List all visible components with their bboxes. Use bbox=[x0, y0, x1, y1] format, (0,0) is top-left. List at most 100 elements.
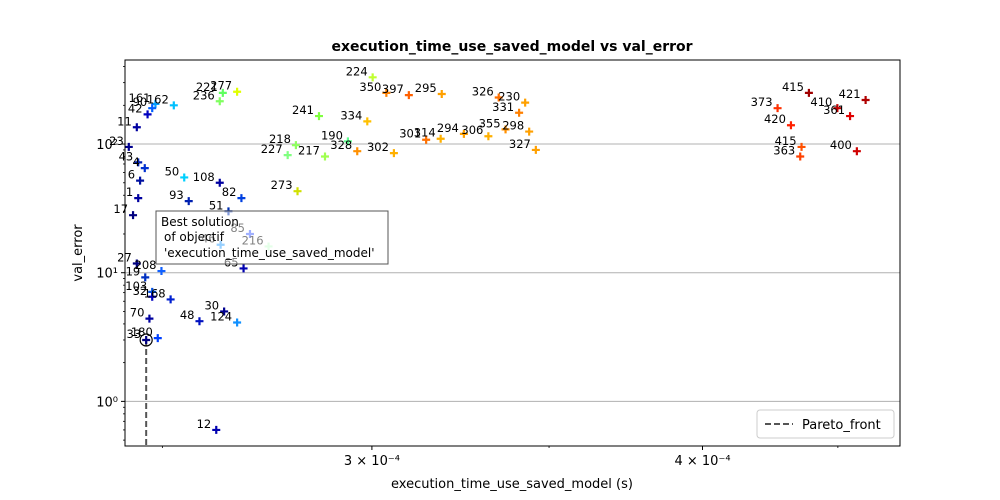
point-label: 50 bbox=[165, 164, 180, 178]
point-marker bbox=[773, 104, 782, 113]
point-marker bbox=[521, 98, 530, 107]
point-label: 108 bbox=[193, 170, 215, 184]
point-marker bbox=[148, 292, 157, 301]
point-marker bbox=[148, 104, 157, 113]
data-point bbox=[797, 142, 806, 151]
data-point bbox=[132, 259, 141, 268]
point-marker bbox=[436, 134, 445, 143]
data-point bbox=[239, 264, 248, 273]
data-point bbox=[436, 134, 445, 143]
data-point bbox=[404, 91, 413, 100]
point-label: 4 bbox=[132, 155, 139, 169]
point-label: 277 bbox=[210, 79, 232, 93]
point-label: 70 bbox=[130, 306, 145, 320]
point-label: 355 bbox=[479, 116, 501, 130]
grid-layer bbox=[125, 143, 900, 402]
point-marker bbox=[786, 121, 795, 130]
point-label: 334 bbox=[340, 108, 362, 122]
point-marker bbox=[320, 152, 329, 161]
data-point bbox=[320, 152, 329, 161]
point-marker bbox=[314, 112, 323, 121]
annotation-line-2: of objectif bbox=[164, 230, 225, 244]
point-marker bbox=[239, 264, 248, 273]
point-label: 103 bbox=[125, 279, 147, 293]
point-marker bbox=[797, 142, 806, 151]
point-marker bbox=[218, 88, 227, 97]
data-point bbox=[293, 187, 302, 196]
data-point bbox=[143, 110, 152, 119]
data-point bbox=[531, 145, 540, 154]
point-label: 397 bbox=[382, 82, 404, 96]
data-point bbox=[363, 117, 372, 126]
point-label: 295 bbox=[415, 81, 437, 95]
pareto-layer bbox=[139, 333, 153, 446]
legend: Pareto_front bbox=[756, 409, 895, 439]
point-marker bbox=[134, 194, 143, 203]
point-label: 217 bbox=[298, 144, 320, 158]
point-marker bbox=[525, 127, 534, 136]
data-point bbox=[459, 129, 468, 138]
data-point bbox=[136, 176, 145, 185]
point-label: 331 bbox=[492, 100, 514, 114]
plot-frame bbox=[124, 59, 901, 447]
point-marker bbox=[501, 125, 510, 134]
x-tick-label: 3 × 10⁻⁴ bbox=[344, 454, 400, 469]
point-marker bbox=[804, 88, 813, 97]
x-axis-label: execution_time_use_saved_model (s) bbox=[391, 477, 633, 492]
point-label: 236 bbox=[193, 88, 215, 102]
data-point bbox=[525, 127, 534, 136]
data-point bbox=[437, 89, 446, 98]
point-label: 227 bbox=[261, 142, 283, 156]
data-point bbox=[368, 73, 377, 82]
data-point bbox=[515, 108, 524, 117]
point-marker bbox=[833, 104, 842, 113]
point-label: 93 bbox=[169, 188, 184, 202]
point-label: 224 bbox=[346, 64, 368, 78]
point-label: 415 bbox=[775, 134, 797, 148]
point-label: 168 bbox=[144, 286, 166, 300]
point-marker bbox=[124, 142, 133, 151]
data-point bbox=[169, 101, 178, 110]
point-marker bbox=[437, 89, 446, 98]
data-point bbox=[157, 267, 166, 276]
point-label: 27 bbox=[117, 250, 132, 264]
point-marker bbox=[796, 152, 805, 161]
data-point bbox=[233, 87, 242, 96]
data-point bbox=[353, 147, 362, 156]
data-point bbox=[237, 194, 246, 203]
data-point bbox=[501, 125, 510, 134]
point-label: 363 bbox=[773, 144, 795, 158]
point-label: 12 bbox=[197, 417, 212, 431]
data-point bbox=[142, 335, 151, 344]
data-point bbox=[195, 317, 204, 326]
best-solution-annotation: Best solution of objectif 'execution_tim… bbox=[155, 210, 389, 265]
data-point bbox=[846, 112, 855, 121]
point-label: 30 bbox=[204, 298, 219, 312]
data-point bbox=[124, 142, 133, 151]
best-solution-marker bbox=[139, 333, 153, 347]
data-point bbox=[389, 149, 398, 158]
data-point bbox=[134, 194, 143, 203]
data-point bbox=[521, 98, 530, 107]
point-label: 373 bbox=[751, 95, 773, 109]
data-point bbox=[422, 135, 431, 144]
point-label: 82 bbox=[222, 185, 237, 199]
point-label: 241 bbox=[292, 103, 314, 117]
point-label: 32 bbox=[133, 284, 148, 298]
point-marker bbox=[140, 164, 149, 173]
chart-title: execution_time_use_saved_model vs val_er… bbox=[331, 39, 692, 55]
point-labels-layer: 1233180704830124103321682719208652164685… bbox=[109, 64, 860, 431]
point-marker bbox=[515, 108, 524, 117]
point-label: 51 bbox=[209, 198, 224, 212]
data-point bbox=[129, 211, 138, 220]
data-point bbox=[166, 295, 175, 304]
point-label: 230 bbox=[498, 90, 520, 104]
data-point bbox=[773, 104, 782, 113]
point-label: 306 bbox=[461, 123, 483, 137]
point-label: 190 bbox=[321, 128, 343, 142]
point-label: 42 bbox=[128, 101, 143, 115]
data-point bbox=[215, 97, 224, 106]
data-point bbox=[145, 314, 154, 323]
point-label: 19 bbox=[126, 264, 141, 278]
point-marker bbox=[184, 197, 193, 206]
